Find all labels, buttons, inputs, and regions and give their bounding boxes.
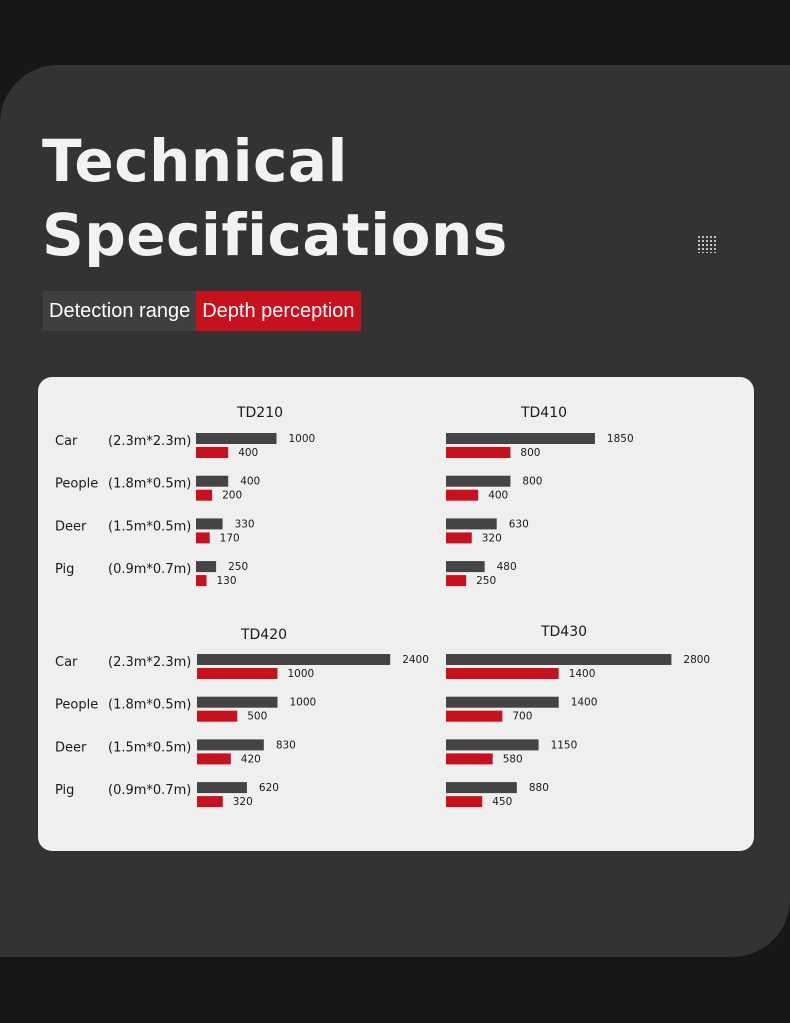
bar-depth-td410-pig — [446, 575, 467, 587]
value-label-depth-td420-people: 500 — [247, 711, 267, 723]
value-label-depth-td430-car: 1400 — [569, 668, 596, 680]
value-label-depth-td410-pig: 250 — [476, 575, 496, 587]
value-label-depth-td410-car: 800 — [520, 447, 540, 459]
category-label-deer: Deer — [55, 519, 87, 534]
category-size-people: (1.8m*0.5m) — [108, 698, 191, 713]
category-size-people: (1.8m*0.5m) — [108, 477, 191, 492]
specs-card: TD210 Car (2.3m*2.3m) 1000 400 People (1.8m*0.… — [38, 377, 754, 851]
value-label-depth-td210-car: 400 — [238, 447, 258, 459]
value-label-detection-td430-car: 2800 — [683, 654, 710, 666]
value-label-detection-td210-car: 1000 — [289, 433, 316, 445]
bar-detection-td410-pig — [446, 561, 485, 573]
bar-detection-td420-car — [197, 654, 391, 665]
value-label-depth-td210-deer: 170 — [220, 532, 240, 544]
value-label-detection-td420-pig: 620 — [259, 782, 279, 794]
value-label-detection-td420-car: 2400 — [402, 654, 429, 666]
value-label-detection-td420-people: 1000 — [290, 697, 317, 709]
value-label-depth-td210-pig: 130 — [216, 575, 236, 587]
bar-depth-td430-people — [446, 710, 503, 722]
value-label-detection-td410-car: 1850 — [607, 433, 634, 445]
bar-detection-td430-people — [446, 696, 559, 708]
category-label-pig: Pig — [55, 783, 74, 798]
title-line-1: Technical — [42, 127, 348, 195]
bar-depth-td420-people — [197, 710, 238, 722]
category-label-deer: Deer — [55, 740, 87, 755]
dot-grid-icon — [697, 235, 717, 253]
bar-detection-td410-deer — [446, 518, 497, 530]
value-label-detection-td430-deer: 1150 — [551, 739, 578, 751]
bar-depth-td210-people — [196, 489, 213, 501]
chart-title-td410: TD410 — [520, 405, 567, 421]
bar-depth-td210-deer — [196, 532, 210, 544]
bar-depth-td210-car — [196, 447, 229, 458]
category-size-deer: (1.5m*0.5m) — [108, 740, 191, 755]
bar-depth-td420-deer — [197, 753, 231, 765]
value-label-depth-td430-people: 700 — [512, 711, 532, 723]
value-label-detection-td410-deer: 630 — [509, 518, 529, 530]
bar-detection-td210-deer — [196, 518, 223, 530]
bar-detection-td420-pig — [197, 782, 247, 794]
value-label-depth-td410-people: 400 — [488, 490, 508, 502]
value-label-detection-td410-pig: 480 — [497, 561, 517, 573]
bar-detection-td420-deer — [197, 739, 264, 751]
value-label-detection-td210-deer: 330 — [235, 518, 255, 530]
bar-depth-td420-pig — [197, 796, 223, 808]
bar-depth-td430-pig — [446, 796, 483, 808]
specs-charts: TD210 Car (2.3m*2.3m) 1000 400 People (1.8m*0.… — [55, 405, 710, 808]
chart-title-td430: TD430 — [540, 624, 587, 640]
value-label-depth-td430-pig: 450 — [492, 796, 512, 808]
bar-detection-td410-people — [446, 475, 511, 487]
bar-depth-td430-car — [446, 668, 559, 679]
bar-depth-td420-car — [197, 668, 278, 679]
value-label-detection-td410-people: 800 — [522, 476, 542, 488]
bar-detection-td210-car — [196, 433, 277, 444]
bar-depth-td430-deer — [446, 753, 493, 765]
category-label-car: Car — [55, 655, 78, 670]
value-label-detection-td210-people: 400 — [240, 476, 260, 488]
category-label-pig: Pig — [55, 562, 74, 577]
chart-title-td420: TD420 — [240, 627, 287, 643]
bar-depth-td410-car — [446, 447, 511, 458]
category-label-people: People — [55, 698, 98, 713]
bar-depth-td410-people — [446, 489, 479, 501]
category-label-car: Car — [55, 434, 78, 449]
value-label-depth-td210-people: 200 — [222, 490, 242, 502]
value-label-depth-td430-deer: 580 — [503, 753, 523, 765]
category-size-car: (2.3m*2.3m) — [108, 655, 191, 670]
value-label-detection-td420-deer: 830 — [276, 739, 296, 751]
category-size-pig: (0.9m*0.7m) — [108, 562, 191, 577]
value-label-detection-td430-people: 1400 — [571, 697, 598, 709]
value-label-depth-td410-deer: 320 — [482, 532, 502, 544]
bar-detection-td210-people — [196, 475, 229, 487]
value-label-depth-td420-deer: 420 — [241, 753, 261, 765]
title-line-2: Specifications — [42, 201, 508, 269]
tab-depth-perception[interactable]: Depth perception — [196, 291, 361, 331]
category-size-car: (2.3m*2.3m) — [108, 434, 191, 449]
value-label-detection-td210-pig: 250 — [228, 561, 248, 573]
bar-detection-td410-car — [446, 433, 595, 444]
bar-detection-td430-deer — [446, 739, 539, 751]
bar-detection-td210-pig — [196, 561, 217, 573]
category-label-people: People — [55, 477, 98, 492]
bar-depth-td210-pig — [196, 575, 207, 587]
value-label-depth-td420-pig: 320 — [233, 796, 253, 808]
tab-detection-range[interactable]: Detection range — [43, 291, 197, 331]
category-size-deer: (1.5m*0.5m) — [108, 519, 191, 534]
bar-depth-td410-deer — [446, 532, 472, 544]
chart-title-td210: TD210 — [236, 405, 283, 421]
value-label-depth-td420-car: 1000 — [288, 668, 315, 680]
bar-detection-td420-people — [197, 696, 278, 708]
bar-detection-td430-car — [446, 654, 672, 665]
category-size-pig: (0.9m*0.7m) — [108, 783, 191, 798]
bar-detection-td430-pig — [446, 782, 517, 794]
legend-tabs: Detection range Depth perception — [43, 291, 361, 331]
page-title: Technical Specifications — [42, 124, 508, 272]
value-label-detection-td430-pig: 880 — [529, 782, 549, 794]
